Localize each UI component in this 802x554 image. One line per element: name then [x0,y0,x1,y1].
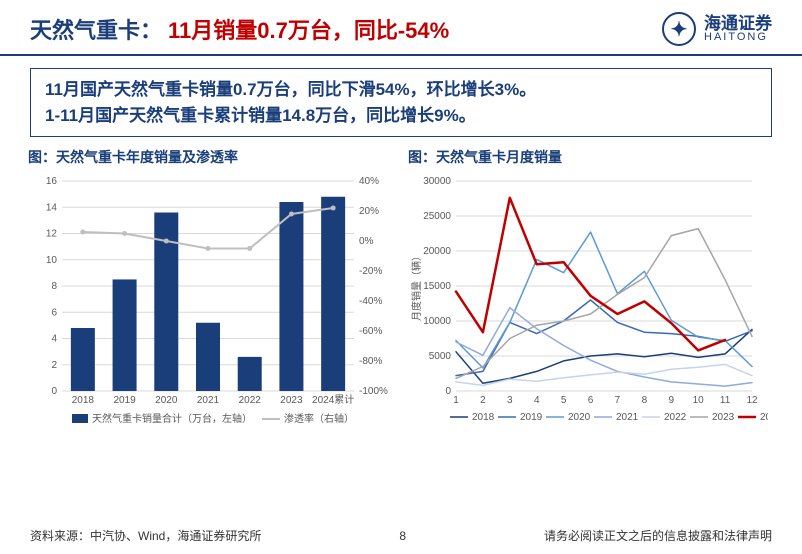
svg-text:20000: 20000 [423,246,451,257]
source-text: 资料来源：中汽协、Wind，海通证券研究所 [30,527,261,544]
svg-text:16: 16 [46,176,58,187]
logo-cn: 海通证券 [704,15,772,32]
svg-text:8: 8 [51,281,57,292]
logo-en: HAITONG [704,32,772,43]
svg-text:8: 8 [642,395,648,406]
svg-text:-60%: -60% [359,326,382,337]
svg-text:9: 9 [668,395,674,406]
svg-text:2022: 2022 [239,395,262,406]
svg-text:天然气重卡销量合计（万台，左轴）: 天然气重卡销量合计（万台，左轴） [92,412,252,425]
summary-line-2: 1-11月国产天然气重卡累计销量14.8万台，同比增长9%。 [45,103,757,129]
svg-text:2018: 2018 [472,412,495,423]
svg-text:25000: 25000 [423,211,451,222]
slide-title: 天然气重卡： 11月销量0.7万台，同比-54% [30,13,449,45]
svg-text:7: 7 [615,395,621,406]
charts-row: 图：天然气重卡年度销量及渗透率 0246810121416-100%-80%-6… [0,147,802,453]
svg-text:6: 6 [588,395,594,406]
svg-text:5000: 5000 [429,351,452,362]
svg-text:4: 4 [534,395,540,406]
page-number: 8 [399,529,406,543]
svg-text:2019: 2019 [113,395,136,406]
svg-text:1: 1 [453,395,459,406]
svg-text:2019: 2019 [520,412,543,423]
svg-text:14: 14 [46,202,58,213]
svg-text:40%: 40% [359,176,379,187]
title-main: 11月销量0.7万台，同比-54% [168,13,449,45]
svg-text:6: 6 [51,307,57,318]
bar-line-chart: 0 2 4 6 8 10 12 14 16 -100% -80% -60% -40% -20% 0% 20% 4… [28,173,388,453]
chart-left-title: 图：天然气重卡年度销量及渗透率 [28,147,394,167]
svg-text:10: 10 [693,395,705,406]
logo-icon: ✦ [662,12,696,46]
summary-line-1: 11月国产天然气重卡销量0.7万台，同比下滑54%，环比增长3%。 [45,77,757,103]
svg-text:10000: 10000 [423,316,451,327]
svg-text:20%: 20% [359,206,379,217]
svg-text:11: 11 [720,395,731,406]
svg-text:-40%: -40% [359,296,382,307]
svg-text:2020: 2020 [568,412,591,423]
svg-text:10: 10 [46,255,58,266]
svg-text:月度销量（辆）: 月度销量（辆） [410,251,423,321]
disclaimer-text: 请务必阅读正文之后的信息披露和法律声明 [544,527,772,544]
logo-text: 海通证券 HAITONG [704,15,772,43]
slide-header: 天然气重卡： 11月销量0.7万台，同比-54% ✦ 海通证券 HAITONG [0,0,802,56]
svg-text:4: 4 [51,334,57,345]
svg-text:2023: 2023 [712,412,735,423]
svg-text:2020: 2020 [155,395,178,406]
svg-text:-100%: -100% [359,386,388,397]
svg-text:2021: 2021 [197,395,220,406]
svg-text:12: 12 [46,229,58,240]
chart-right-title: 图：天然气重卡月度销量 [408,147,774,167]
slide-footer: 资料来源：中汽协、Wind，海通证券研究所 8 请务必阅读正文之后的信息披露和法… [0,527,802,544]
svg-text:2018: 2018 [72,395,95,406]
svg-text:0: 0 [445,386,451,397]
svg-text:3: 3 [507,395,513,406]
svg-text:5: 5 [561,395,567,406]
svg-text:-20%: -20% [359,266,382,277]
summary-box: 11月国产天然气重卡销量0.7万台，同比下滑54%，环比增长3%。 1-11月国… [30,68,772,137]
svg-text:30000: 30000 [423,176,451,187]
line-chart: 050001000015000200002500030000月度销量（辆）123… [408,173,768,453]
svg-text:15000: 15000 [423,281,451,292]
title-prefix: 天然气重卡： [30,13,162,45]
svg-text:2024累计: 2024累计 [312,393,354,406]
brand-logo: ✦ 海通证券 HAITONG [662,12,772,46]
svg-text:2023: 2023 [280,395,303,406]
svg-text:2024: 2024 [760,412,768,423]
svg-text:2: 2 [480,395,486,406]
svg-text:0%: 0% [359,236,374,247]
svg-text:2022: 2022 [664,412,687,423]
svg-text:2: 2 [51,360,57,371]
chart-left-block: 图：天然气重卡年度销量及渗透率 0 2 4 6 8 10 12 14 16 -100% -80% -6… [28,147,394,453]
svg-text:渗透率（右轴）: 渗透率（右轴） [284,412,354,425]
svg-text:2021: 2021 [616,412,639,423]
svg-text:0: 0 [51,386,57,397]
svg-text:12: 12 [746,395,758,406]
svg-text:-80%: -80% [359,356,382,367]
chart-right-block: 图：天然气重卡月度销量 0 5000 10000 15000 20000 25000 300… [408,147,774,453]
